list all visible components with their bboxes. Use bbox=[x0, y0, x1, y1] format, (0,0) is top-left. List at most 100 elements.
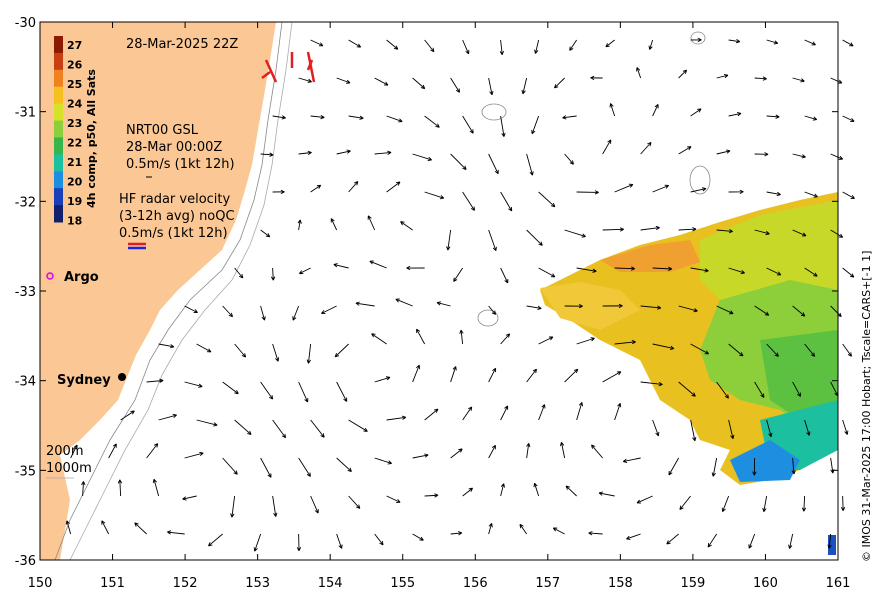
sydney-marker bbox=[118, 373, 126, 381]
current-arrow bbox=[120, 410, 135, 421]
current-legend-line2: 28-Mar 00:00Z bbox=[126, 140, 222, 155]
current-arrow bbox=[591, 444, 603, 459]
colorbar-segment bbox=[54, 36, 63, 54]
x-tick-label: 157 bbox=[535, 576, 560, 591]
current-arrow bbox=[298, 150, 312, 156]
current-arrow bbox=[158, 343, 175, 349]
current-arrow bbox=[310, 39, 324, 47]
current-arrow bbox=[333, 263, 349, 269]
current-arrow bbox=[766, 343, 779, 357]
current-arrow bbox=[569, 39, 578, 51]
current-arrow bbox=[526, 305, 542, 310]
current-arrow bbox=[640, 381, 663, 387]
current-arrow bbox=[728, 343, 744, 357]
current-arrow bbox=[450, 366, 457, 383]
current-arrow bbox=[386, 39, 399, 50]
current-arrow bbox=[716, 149, 731, 155]
current-arrow bbox=[804, 191, 818, 198]
current-arrow bbox=[222, 305, 234, 318]
current-arrow bbox=[500, 191, 513, 212]
current-arrow bbox=[609, 103, 616, 117]
current-arrow bbox=[184, 451, 204, 459]
current-arrow bbox=[576, 337, 595, 345]
colorbar-segment bbox=[54, 120, 63, 138]
current-arrow bbox=[576, 267, 597, 273]
current-arrow bbox=[626, 533, 641, 540]
current-arrow bbox=[310, 495, 319, 514]
current-arrow bbox=[526, 229, 543, 246]
current-arrow bbox=[450, 448, 463, 459]
current-arrow bbox=[842, 39, 854, 47]
current-arrow bbox=[602, 139, 612, 155]
current-arrow bbox=[81, 481, 86, 497]
current-arrow bbox=[636, 67, 642, 79]
y-tick-label: -31 bbox=[15, 106, 36, 121]
current-arrow bbox=[562, 115, 577, 120]
current-arrow bbox=[336, 149, 351, 155]
current-arrow bbox=[321, 305, 337, 314]
colorbar-tick-label: 26 bbox=[67, 59, 83, 72]
current-arrow bbox=[101, 520, 110, 535]
current-arrow bbox=[386, 495, 401, 503]
current-arrow bbox=[298, 381, 309, 403]
current-arrow bbox=[538, 404, 546, 421]
x-tick-label: 158 bbox=[608, 576, 633, 591]
current-arrow bbox=[296, 533, 302, 552]
current-arrow bbox=[348, 419, 368, 432]
current-arrow bbox=[652, 343, 675, 350]
argo-label: Argo bbox=[64, 270, 99, 285]
current-arrow bbox=[652, 103, 659, 117]
current-arrow bbox=[196, 343, 212, 353]
current-arrow bbox=[534, 39, 540, 54]
current-arrow bbox=[678, 69, 688, 79]
current-arrow bbox=[182, 495, 197, 501]
current-arrow bbox=[499, 39, 504, 55]
current-arrow bbox=[412, 453, 429, 459]
current-arrow bbox=[152, 478, 160, 497]
current-arrow bbox=[640, 225, 660, 231]
current-arrow bbox=[716, 305, 734, 315]
current-arrow bbox=[690, 108, 702, 117]
y-tick-label: -32 bbox=[15, 195, 36, 210]
current-arrow bbox=[424, 115, 440, 128]
credit-text: © IMOS 31-Mar-2025 17:00 Hobart; Tscale=… bbox=[860, 251, 873, 562]
current-arrow bbox=[500, 405, 509, 421]
current-arrow bbox=[367, 215, 376, 231]
current-arrow bbox=[462, 487, 474, 497]
current-arrow bbox=[386, 181, 401, 193]
colorbar-segment bbox=[54, 205, 63, 223]
current-arrow bbox=[521, 77, 528, 95]
current-arrow bbox=[519, 523, 528, 535]
current-arrow bbox=[622, 457, 641, 463]
current-arrow bbox=[208, 533, 223, 547]
current-arrow bbox=[336, 457, 352, 472]
colorbar-segment bbox=[54, 188, 63, 206]
current-arrow bbox=[424, 191, 445, 200]
current-arrow bbox=[728, 39, 741, 44]
isobath-200m bbox=[54, 21, 283, 561]
current-arrow bbox=[167, 530, 185, 535]
current-arrow bbox=[450, 531, 463, 536]
current-arrow bbox=[842, 419, 849, 435]
current-arrow bbox=[406, 265, 425, 271]
current-arrow bbox=[386, 115, 403, 123]
current-arrow bbox=[459, 329, 464, 345]
current-arrow bbox=[531, 115, 540, 135]
current-arrow bbox=[348, 495, 361, 509]
colorbar-tick-label: 27 bbox=[67, 39, 82, 52]
date-label: 28-Mar-2025 22Z bbox=[126, 37, 238, 52]
colorbar-tick-label: 25 bbox=[67, 78, 82, 91]
x-tick-label: 161 bbox=[826, 576, 851, 591]
current-arrow bbox=[108, 443, 117, 459]
radar-legend-line2: (3-12h avg) noQC bbox=[119, 209, 235, 224]
current-arrow bbox=[754, 76, 767, 81]
current-arrow bbox=[565, 485, 577, 497]
current-arrow bbox=[614, 266, 636, 271]
current-arrow bbox=[804, 267, 818, 277]
current-arrow bbox=[576, 402, 583, 421]
current-arrow bbox=[310, 114, 325, 120]
land-mass bbox=[40, 22, 276, 470]
x-tick-label: 159 bbox=[680, 576, 705, 591]
current-arrow bbox=[804, 343, 816, 357]
current-arrow bbox=[146, 443, 159, 459]
